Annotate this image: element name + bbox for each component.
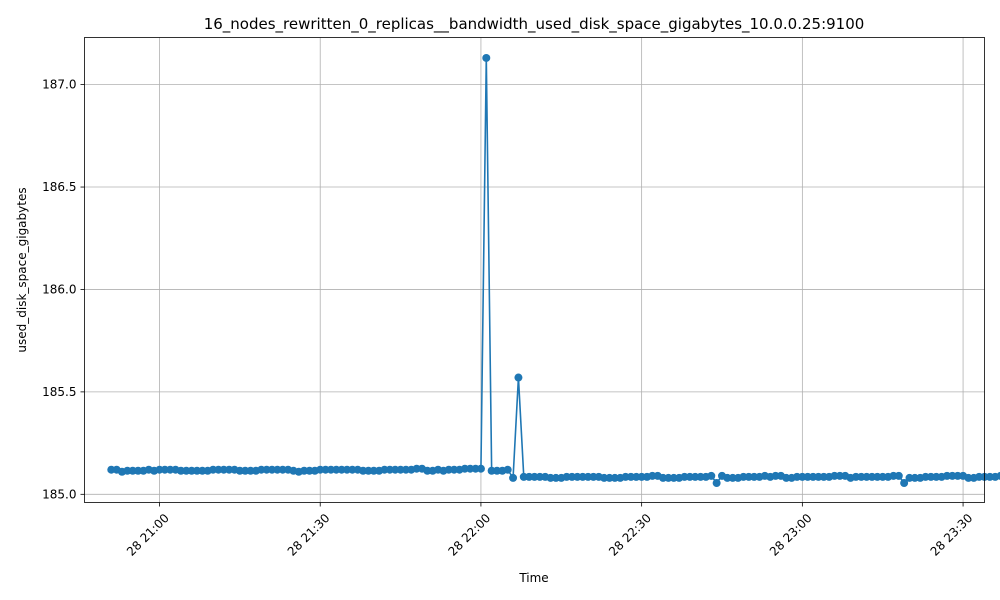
x-axis-label: Time xyxy=(518,571,548,585)
data-point xyxy=(894,471,903,480)
plot-frame xyxy=(84,37,985,503)
x-tick-label: 28 21:00 xyxy=(124,511,172,559)
series-line xyxy=(111,57,1000,485)
x-tick-label: 28 23:30 xyxy=(928,511,976,559)
data-point xyxy=(503,465,512,474)
y-tick-label: 187.0 xyxy=(42,78,76,92)
x-tick-label: 28 23:00 xyxy=(767,511,815,559)
data-point xyxy=(712,479,721,488)
x-tick-label: 28 22:00 xyxy=(445,511,493,559)
data-point xyxy=(476,464,485,473)
chart-title: 16_nodes_rewritten_0_replicas__bandwidth… xyxy=(204,15,865,34)
grid xyxy=(84,37,985,503)
data-point xyxy=(482,53,491,62)
data-point xyxy=(900,479,909,488)
y-tick-label: 185.0 xyxy=(42,487,76,501)
y-tick-label: 185.5 xyxy=(42,385,76,399)
y-tick-label: 186.0 xyxy=(42,282,76,296)
x-tick-label: 28 21:30 xyxy=(285,511,333,559)
data-point xyxy=(514,373,523,382)
data-point xyxy=(996,471,1000,480)
x-tick-label: 28 22:30 xyxy=(606,511,654,559)
y-axis-label: used_disk_space_gigabytes xyxy=(15,187,29,352)
data-point xyxy=(707,471,716,480)
data-point xyxy=(509,473,518,482)
y-tick-label: 186.5 xyxy=(42,180,76,194)
series-layer xyxy=(107,53,1000,488)
ticks: 28 21:00 28 21:30 28 22:00 28 22:30 28 23:00… xyxy=(42,78,975,559)
